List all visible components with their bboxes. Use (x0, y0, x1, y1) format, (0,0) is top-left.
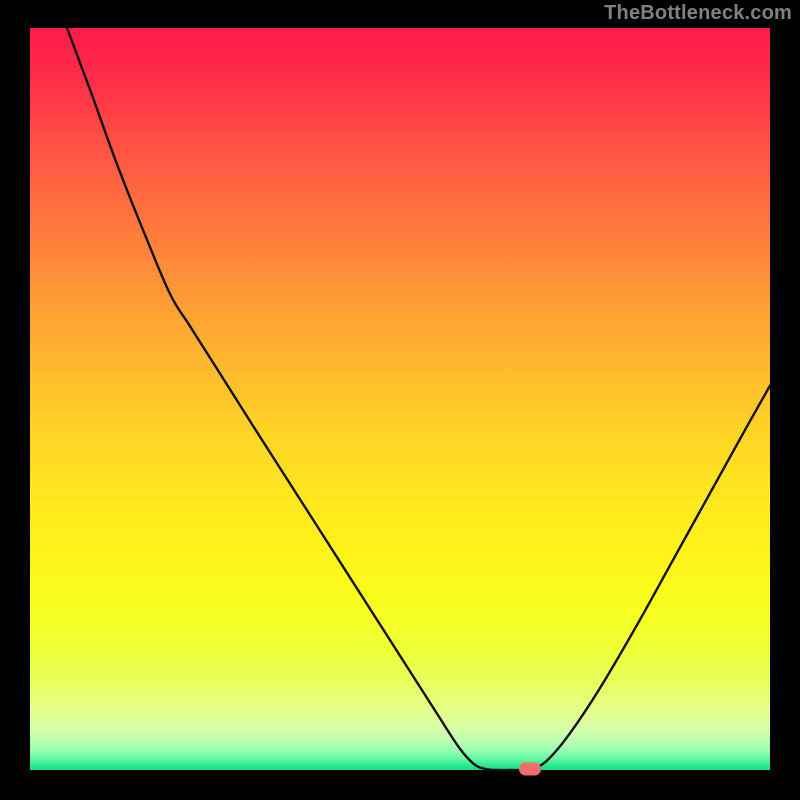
bottleneck-curve (67, 28, 770, 770)
watermark-text: TheBottleneck.com (604, 2, 792, 25)
curve-layer (30, 28, 770, 770)
chart-root: TheBottleneck.com (0, 0, 800, 800)
plot-area (30, 28, 770, 770)
optimum-marker (519, 762, 541, 775)
